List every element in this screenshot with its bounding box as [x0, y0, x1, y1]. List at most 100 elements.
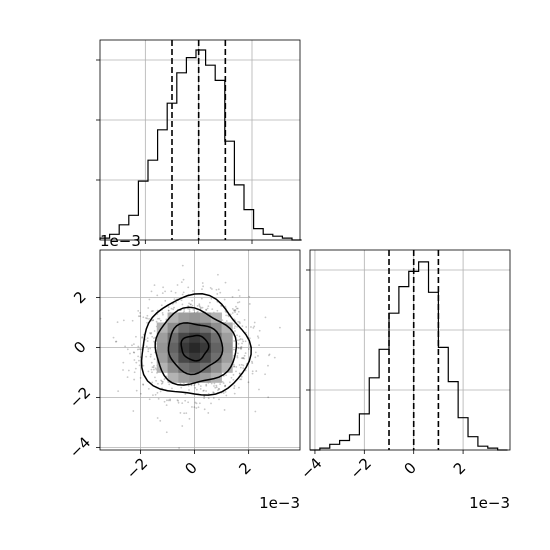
scatter-point: [230, 376, 233, 379]
contour-line: [154, 306, 238, 386]
scatter-point: [216, 309, 219, 312]
scatter-point: [194, 401, 197, 404]
density-cell: [189, 362, 201, 373]
scatter-point: [185, 412, 188, 414]
scatter-point: [177, 401, 180, 404]
scatter-point: [184, 399, 187, 402]
scatter-point: [181, 303, 184, 306]
scatter-point: [135, 361, 138, 364]
scatter-point: [213, 382, 216, 385]
scatter-point: [165, 404, 168, 407]
scatter-point: [225, 374, 227, 377]
scatter-point: [203, 397, 206, 400]
scatter-point: [135, 335, 137, 338]
scatter-point: [191, 299, 194, 302]
scatter-point: [237, 346, 239, 349]
x1-histogram-border: [309, 249, 511, 451]
scatter-point: [233, 385, 236, 387]
scatter-point: [232, 373, 235, 376]
scatter-point: [127, 369, 130, 372]
scatter-point: [137, 345, 140, 348]
scatter-point: [155, 320, 158, 323]
density-cell: [200, 322, 212, 333]
x1-histogram-panel: −4 −2 0 2 1e−3: [297, 249, 511, 512]
scatter-point: [201, 288, 203, 291]
density-cell: [210, 352, 222, 363]
x0-histogram-border: [99, 39, 301, 241]
scatter-point: [248, 295, 251, 298]
density-cell: [210, 362, 222, 373]
scatter-point: [227, 315, 230, 318]
scatter-point: [200, 306, 202, 309]
x1-x-offset-label: 1e−3: [469, 494, 510, 512]
scatter-point: [122, 319, 125, 322]
scatter-point: [153, 330, 156, 332]
scatter-point: [198, 303, 201, 306]
joint-contours: [140, 293, 252, 396]
scatter-point: [234, 309, 237, 311]
scatter-point: [181, 402, 184, 405]
scatter-point: [114, 340, 117, 343]
scatter-point: [138, 364, 141, 367]
scatter-point: [155, 379, 157, 382]
scatter-point: [188, 417, 191, 420]
scatter-point: [273, 356, 276, 359]
density-cell: [178, 322, 190, 333]
contour-line: [167, 322, 224, 376]
scatter-point: [169, 399, 172, 402]
scatter-point: [115, 340, 118, 343]
scatter-point: [245, 326, 248, 328]
scatter-point: [239, 366, 242, 369]
scatter-point: [191, 304, 194, 307]
scatter-point: [147, 387, 150, 390]
scatter-point: [162, 313, 164, 316]
scatter-point: [236, 352, 239, 355]
scatter-point: [195, 402, 198, 405]
scatter-point: [153, 340, 155, 343]
scatter-point: [174, 291, 177, 294]
scatter-point: [224, 385, 226, 388]
scatter-point: [190, 384, 193, 387]
scatter-point: [195, 407, 198, 409]
scatter-point: [135, 389, 138, 392]
scatter-point: [152, 368, 155, 371]
scatter-point: [190, 303, 192, 306]
scatter-point: [241, 342, 243, 345]
scatter-point: [221, 319, 224, 321]
scatter-point: [235, 305, 237, 308]
scatter-point: [236, 356, 239, 359]
scatter-point: [256, 335, 259, 338]
scatter-point: [221, 380, 224, 383]
scatter-point: [240, 345, 243, 348]
scatter-point: [239, 346, 242, 349]
scatter-point: [241, 325, 244, 328]
scatter-point: [187, 286, 190, 289]
scatter-point: [232, 348, 235, 351]
scatter-point: [237, 342, 240, 345]
scatter-point: [211, 288, 213, 290]
x0-histogram-ticks: [96, 59, 253, 244]
scatter-point: [223, 298, 226, 301]
scatter-point: [257, 336, 260, 339]
scatter-point: [210, 297, 213, 300]
scatter-point: [194, 387, 197, 389]
scatter-point: [189, 303, 192, 306]
density-cell: [167, 372, 179, 383]
scatter-point: [164, 299, 167, 302]
scatter-point: [240, 378, 243, 381]
scatter-point: [180, 281, 183, 283]
scatter-point: [231, 312, 234, 314]
scatter-point: [154, 376, 156, 379]
scatter-point: [239, 322, 241, 325]
scatter-point: [146, 337, 149, 340]
scatter-point: [172, 308, 175, 311]
scatter-point: [218, 398, 220, 401]
scatter-point: [158, 317, 161, 320]
scatter-point: [160, 383, 163, 385]
scatter-point: [240, 357, 243, 360]
scatter-point: [232, 363, 235, 366]
scatter-point: [239, 378, 242, 381]
scatter-point: [279, 326, 281, 329]
scatter-point: [215, 386, 218, 389]
scatter-point: [122, 369, 124, 371]
